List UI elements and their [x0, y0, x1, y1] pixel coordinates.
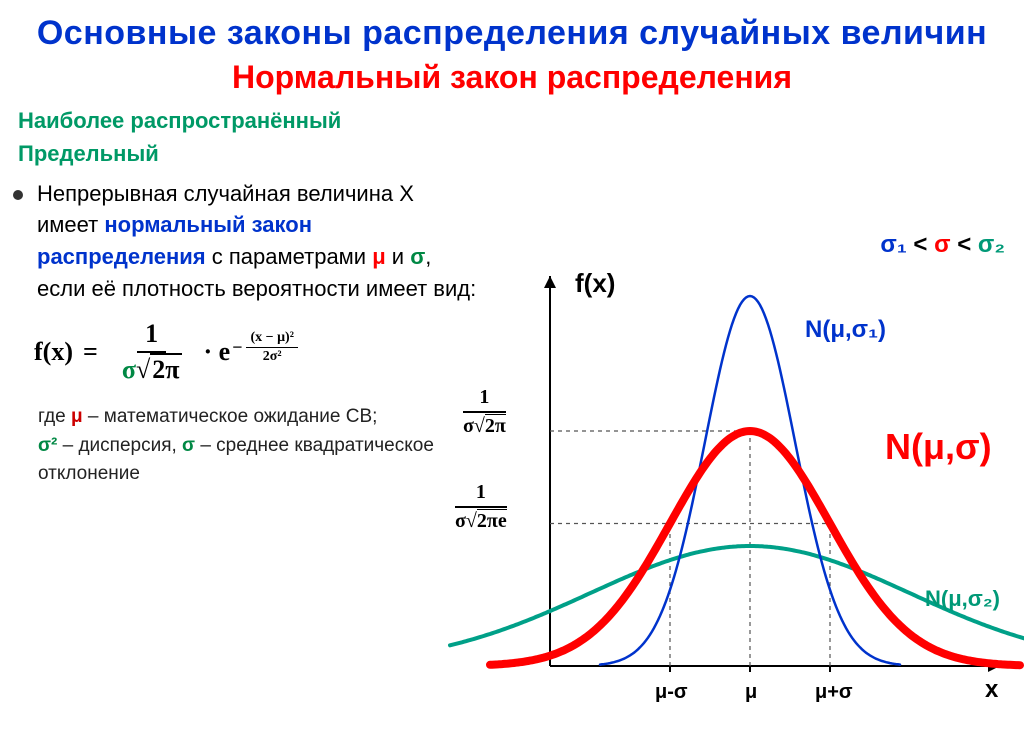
definition-text: Непрерывная случайная величина X имеет н… [37, 178, 480, 306]
cmp-lt2: < [951, 231, 978, 258]
body-mid: с параметрами [206, 244, 373, 269]
chart-area: σ₁ < σ < σ₂ f(x) N(μ,σ₁) N(μ,σ) N(μ,σ₂) … [445, 226, 1024, 746]
x-axis-label: x [985, 676, 998, 704]
den-arg: 2π [150, 353, 181, 384]
yf2-arg: 2πe [477, 509, 507, 532]
yf2-num: 1 [455, 481, 507, 508]
and: и [386, 244, 411, 269]
exp-den: 2σ² [259, 348, 286, 365]
intro-line-1: Наиболее распространённый [18, 104, 480, 137]
footer-sigma2: σ² [38, 435, 57, 456]
left-column: Наиболее распространённый Предельный Неп… [0, 96, 480, 489]
exp-num: (x − μ)² [246, 330, 297, 348]
yf1-sigma: σ [463, 415, 474, 437]
formula-lhs: f(x) [34, 337, 73, 367]
footer-pre: где [38, 406, 71, 427]
yaxis-frac-1: 1 σ√2π [463, 386, 506, 438]
footer-mu: μ [71, 406, 83, 427]
cmp-s2: σ₂ [978, 231, 1005, 258]
yf1-sqrt: √ [474, 415, 485, 437]
formula-mult: · e [204, 337, 231, 367]
footer-mid: – дисперсия, [57, 435, 182, 456]
yf2-sigma: σ [455, 510, 466, 532]
n0-label: N(μ,σ) [885, 426, 992, 468]
tick-mu: μ [745, 681, 757, 704]
yf2-sqrt: √ [466, 510, 477, 532]
den-sigma: σ [122, 355, 136, 384]
cmp-s1: σ₁ [880, 231, 906, 258]
frac1-den: σ√2π [114, 353, 190, 385]
formula-eq: = [83, 337, 98, 367]
intro-line-2: Предельный [18, 137, 480, 170]
footer-post1: – математическое ожидание СВ; [83, 406, 378, 427]
fx-axis-label: f(x) [575, 268, 615, 299]
frac1-num: 1 [137, 319, 166, 353]
n2-label: N(μ,σ₂) [925, 586, 1000, 612]
yf1-den: σ√2π [463, 413, 506, 438]
formula-exponent: − (x − μ)² 2σ² [232, 330, 298, 365]
footer-sigma: σ [182, 435, 195, 456]
chart-svg [445, 226, 1024, 726]
yf1-num: 1 [463, 386, 506, 413]
yf2-den: σ√2πe [455, 508, 507, 533]
footer-text: где μ – математическое ожидание СВ; σ² –… [38, 403, 480, 489]
param-mu: μ [372, 244, 385, 269]
bullet-icon [13, 190, 23, 200]
sigma-comparison: σ₁ < σ < σ₂ [880, 231, 1005, 259]
yf1-arg: 2π [485, 414, 506, 437]
exp-neg: − [232, 337, 242, 358]
yaxis-frac-2: 1 σ√2πe [455, 481, 507, 533]
cmp-s0: σ [934, 231, 950, 258]
density-formula: f(x) = 1 σ√2π · e − (x − μ)² 2σ² [34, 319, 480, 385]
tick-mu-minus: μ-σ [655, 681, 688, 704]
cmp-lt1: < [907, 231, 934, 258]
formula-frac1: 1 σ√2π [114, 319, 190, 385]
n1-label: N(μ,σ₁) [805, 316, 886, 344]
param-sigma: σ [410, 244, 425, 269]
tick-mu-plus: μ+σ [815, 681, 853, 704]
main-title: Основные законы распределения случайных … [0, 0, 1024, 55]
den-sqrt: √ [136, 355, 150, 384]
subtitle: Нормальный закон распределения [0, 59, 1024, 96]
